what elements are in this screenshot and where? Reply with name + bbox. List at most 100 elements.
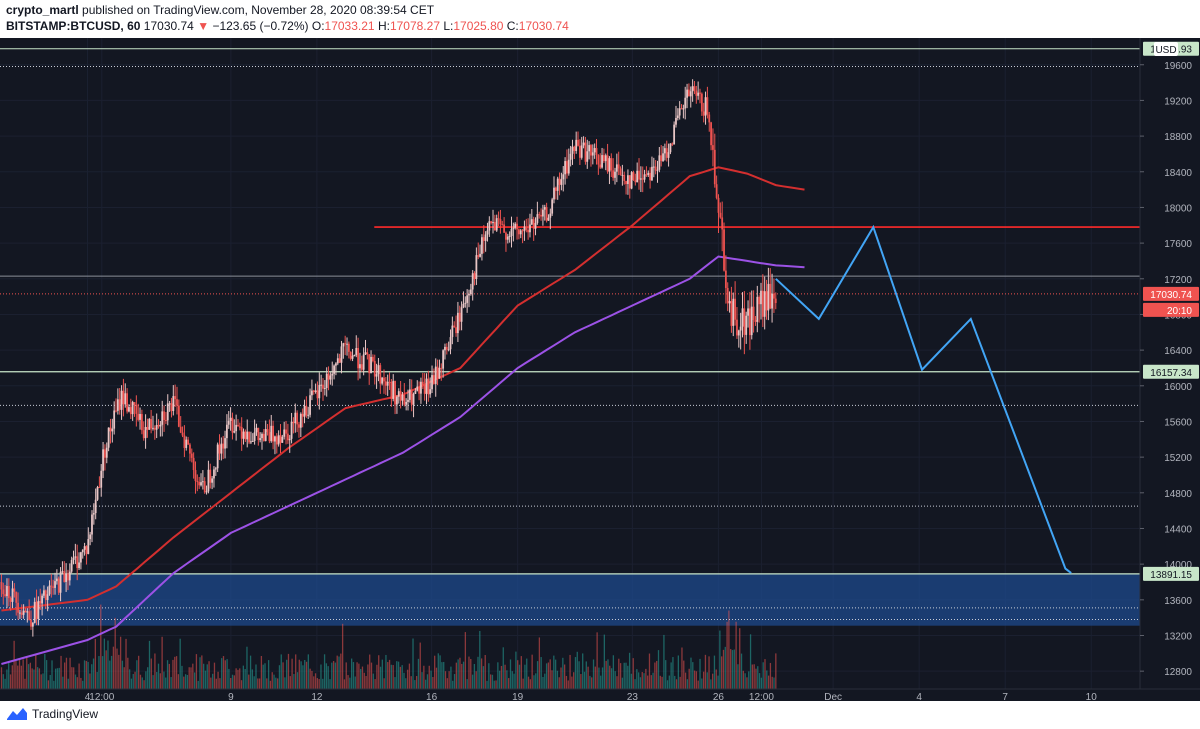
candle-body (205, 491, 208, 493)
volume-bar (739, 628, 741, 689)
volume-bar (466, 679, 468, 689)
volume-bar (249, 655, 252, 689)
candle-body (717, 197, 720, 213)
candle-body (264, 429, 267, 441)
volume-bar (733, 649, 735, 689)
volume-bar (722, 649, 725, 689)
volume-bar (302, 665, 304, 689)
time-tick-label: 26 (713, 692, 725, 701)
volume-bar (394, 677, 396, 689)
candle-body (663, 148, 666, 154)
volume-bar (217, 671, 219, 689)
candle-body (704, 97, 707, 116)
candle-body (281, 436, 284, 443)
candle-body (220, 443, 223, 454)
volume-bar (592, 659, 595, 689)
candle-body (676, 115, 679, 118)
candle-body (255, 427, 258, 433)
candle-body (399, 391, 402, 401)
volume-bar (618, 658, 620, 689)
volume-bar (648, 653, 651, 689)
candle-body (427, 378, 430, 395)
volume-bar (650, 675, 652, 689)
volume-bar (553, 655, 555, 689)
volume-bar (363, 672, 365, 689)
candle-body (24, 610, 27, 613)
candle-body (434, 366, 437, 384)
volume-bar (105, 650, 107, 689)
candle-body (608, 158, 611, 172)
candle-body (144, 426, 147, 439)
candle-body (647, 172, 650, 176)
volume-bar (332, 661, 335, 689)
volume-bar (742, 670, 744, 689)
volume-bar (103, 638, 106, 689)
candle-body (283, 429, 286, 437)
price-axis[interactable]: 12800 13200 13600 14000 14400 14800 15200 15600… (1139, 38, 1200, 689)
candle-body (142, 430, 145, 439)
candle-body (222, 443, 225, 449)
volume-bar (150, 658, 152, 689)
candle-body (721, 217, 724, 230)
tradingview-branding[interactable]: TradingView (6, 707, 98, 721)
volume-bar (446, 678, 448, 689)
volume-bar (657, 650, 660, 689)
volume-bar (278, 665, 281, 689)
volume-bar (726, 621, 728, 689)
candle-body (556, 178, 559, 191)
volume-bar (175, 656, 178, 689)
candle-body (207, 469, 210, 492)
candle-body (763, 291, 766, 317)
volume-bar (601, 667, 604, 689)
candle-body (248, 431, 250, 443)
volume-bar (475, 671, 477, 689)
candle-body (55, 578, 58, 582)
volume-bar (511, 671, 513, 689)
price-tick-label: 14800 (1164, 489, 1192, 500)
volume-bar (222, 656, 225, 689)
candle-body (545, 207, 548, 221)
volume-bar (323, 654, 326, 689)
volume-bar (179, 638, 181, 689)
volume-bar (396, 661, 398, 689)
candle-body (397, 391, 400, 397)
volume-bar (280, 654, 282, 689)
author-name[interactable]: crypto_martl (6, 3, 79, 17)
volume-bar (596, 632, 598, 689)
candle-body (508, 236, 511, 238)
time-tick-label: 12 (311, 692, 323, 701)
volume-bar (459, 657, 461, 689)
volume-bar (331, 662, 333, 689)
candle-body (743, 308, 746, 335)
volume-bar (118, 654, 120, 689)
volume-bar (242, 665, 245, 689)
candle-body (218, 444, 221, 454)
volume-bar (686, 679, 689, 689)
price-tick-label: 12800 (1164, 667, 1192, 678)
candle-body (50, 585, 53, 587)
candle-body (440, 367, 443, 369)
candle-body (146, 426, 149, 430)
price-chart[interactable]: 12800 13200 13600 14000 14400 14800 15200 15600… (0, 38, 1200, 701)
candle-body (353, 355, 356, 357)
candle-body (298, 424, 300, 428)
candle-body (699, 92, 701, 94)
volume-bar (284, 677, 286, 689)
time-axis[interactable]: 4 12:00 9 12 16 19 23 26 12:00 Dec 4 7 10 (0, 688, 1200, 701)
candle-body (686, 89, 688, 98)
volume-bar (417, 658, 420, 689)
volume-bar (147, 667, 149, 689)
candle-body (447, 349, 450, 351)
volume-bar (652, 672, 654, 689)
candle-body (340, 346, 343, 363)
candle-body (9, 598, 12, 602)
candle-body (566, 161, 568, 174)
volume-bar (639, 677, 642, 689)
volume-bar (704, 654, 707, 689)
zone-top-price-label: 13891.15 (1150, 570, 1192, 581)
brand-name: TradingView (32, 707, 99, 721)
symbol-label[interactable]: BITSTAMP:BTCUSD, 60 (6, 19, 141, 33)
candle-body (104, 449, 106, 458)
volume-bar (448, 671, 450, 689)
volume-bar (18, 658, 21, 689)
